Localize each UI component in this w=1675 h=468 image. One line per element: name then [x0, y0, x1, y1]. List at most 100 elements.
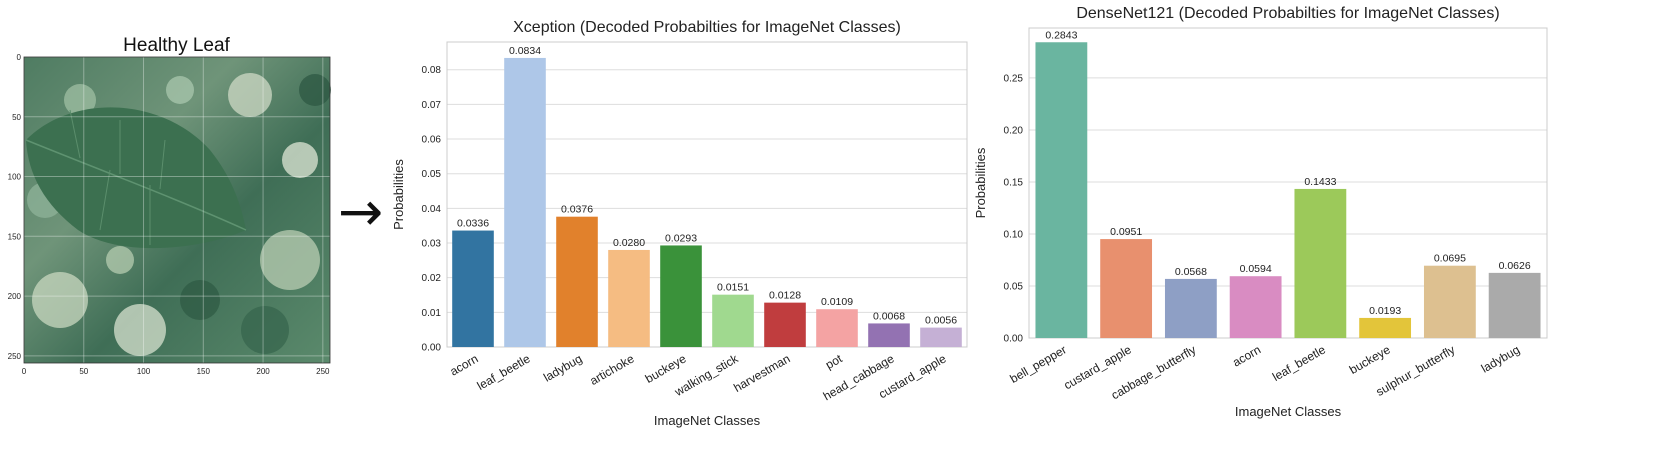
leaf-image	[24, 57, 331, 363]
x-axis-label: ImageNet Classes	[654, 413, 761, 428]
y-tick-label: 0.00	[1004, 334, 1024, 345]
image-x-tick: 0	[22, 367, 27, 376]
leaf-bg-spot	[32, 272, 88, 328]
bar-buckeye	[660, 245, 702, 347]
chart-title: DenseNet121 (Decoded Probabilties for Im…	[1076, 5, 1499, 22]
image-x-tick: 150	[197, 367, 211, 376]
y-tick-label: 0.02	[422, 273, 442, 284]
leaf-vein	[99, 169, 111, 231]
leaf-bg-spot	[166, 76, 194, 104]
leaf-midrib	[25, 139, 247, 231]
image-y-tick: 0	[17, 53, 22, 62]
y-tick-label: 0.06	[422, 135, 442, 146]
image-frame	[23, 56, 331, 364]
x-tick-label: bell_pepper	[1008, 342, 1069, 385]
leaf-shape	[26, 107, 246, 249]
image-x-tick: 100	[137, 367, 151, 376]
image-y-tick: 50	[12, 113, 21, 122]
y-tick-label: 0.00	[422, 343, 442, 354]
image-y-tick: 100	[8, 173, 22, 182]
x-tick-label: artichoke	[587, 351, 636, 388]
bar-bell_pepper	[1035, 42, 1088, 338]
data-label: 0.0280	[613, 237, 645, 249]
xception-chart: Xception (Decoded Probabilties for Image…	[391, 19, 968, 428]
x-tick-label: pot	[823, 351, 845, 372]
data-label: 0.0068	[873, 310, 905, 322]
data-label: 0.0293	[665, 232, 697, 244]
y-tick-label: 0.05	[1004, 281, 1024, 292]
leaf-bg-spot	[282, 142, 318, 178]
data-label: 0.1433	[1304, 176, 1336, 188]
leaf-bg-spot	[64, 84, 96, 116]
y-tick-label: 0.07	[422, 100, 442, 111]
x-tick-label: leaf_beetle	[1270, 342, 1328, 384]
data-label: 0.0376	[561, 204, 593, 216]
bar-acorn	[452, 230, 494, 347]
data-label: 0.0109	[821, 296, 853, 308]
y-tick-label: 0.04	[422, 204, 442, 215]
y-tick-label: 0.03	[422, 239, 442, 250]
bar-acorn	[1229, 276, 1282, 338]
x-tick-label: acorn	[447, 351, 480, 378]
data-label: 0.0626	[1499, 260, 1531, 272]
image-x-tick: 200	[256, 367, 270, 376]
x-tick-label: acorn	[1230, 342, 1263, 369]
y-tick-label: 0.01	[422, 308, 442, 319]
image-y-tick: 250	[8, 352, 22, 361]
leaf-bg-spot	[114, 304, 166, 356]
data-label: 0.0951	[1110, 226, 1142, 238]
arrow-icon: →	[338, 180, 384, 243]
bar-custard_apple	[920, 327, 962, 347]
bar-custard_apple	[1100, 239, 1153, 338]
data-label: 0.0695	[1434, 253, 1466, 265]
leaf-bg-spot	[106, 246, 134, 274]
x-axis-label: ImageNet Classes	[1235, 404, 1342, 419]
image-y-tick: 150	[8, 232, 22, 241]
data-label: 0.2843	[1045, 29, 1077, 41]
data-label: 0.0336	[457, 218, 489, 230]
leaf-bg-spot	[299, 74, 331, 106]
bar-head_cabbage	[868, 323, 910, 347]
bar-harvestman	[764, 302, 806, 347]
data-label: 0.0193	[1369, 305, 1401, 317]
plot-frame	[446, 41, 968, 348]
plot-frame	[1028, 27, 1548, 339]
bar-ladybug	[556, 216, 598, 347]
data-label: 0.0151	[717, 282, 749, 294]
x-tick-label: ladybug	[541, 351, 584, 384]
bar-pot	[816, 309, 858, 347]
leaf-bg-spot	[228, 73, 272, 117]
x-tick-label: buckeye	[1347, 342, 1393, 377]
leaf-bg-spot	[260, 230, 320, 290]
y-tick-label: 0.20	[1004, 125, 1024, 136]
leaf-vein	[159, 139, 166, 190]
y-axis-label: Probabilities	[973, 147, 988, 218]
bar-sulphur_butterfly	[1423, 265, 1476, 338]
bar-leaf_beetle	[504, 57, 546, 348]
x-tick-label: leaf_beetle	[475, 351, 533, 393]
y-tick-label: 0.25	[1004, 73, 1024, 84]
bar-artichoke	[608, 249, 650, 347]
y-tick-label: 0.08	[422, 65, 442, 76]
leaf-bg-spot	[180, 280, 220, 320]
y-tick-label: 0.15	[1004, 177, 1024, 188]
bar-buckeye	[1359, 317, 1412, 338]
bar-leaf_beetle	[1294, 188, 1347, 338]
data-label: 0.0594	[1240, 263, 1272, 275]
bar-walking_stick	[712, 294, 754, 347]
y-tick-label: 0.10	[1004, 229, 1024, 240]
y-axis-label: Probabilities	[391, 159, 406, 230]
data-label: 0.0834	[509, 45, 541, 57]
image-y-tick: 200	[8, 292, 22, 301]
data-label: 0.0568	[1175, 266, 1207, 278]
image-x-tick: 50	[79, 367, 88, 376]
data-label: 0.0128	[769, 290, 801, 302]
x-tick-label: ladybug	[1479, 342, 1522, 375]
leaf-vein	[69, 109, 81, 159]
bar-ladybug	[1488, 272, 1541, 338]
leaf-image-title: Healthy Leaf	[123, 35, 230, 56]
bar-cabbage_butterfly	[1164, 278, 1217, 338]
data-label: 0.0056	[925, 315, 957, 327]
